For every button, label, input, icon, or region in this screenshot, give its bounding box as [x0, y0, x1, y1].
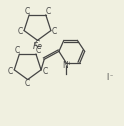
Text: C: C [25, 79, 30, 88]
Text: Fe: Fe [32, 42, 43, 51]
Text: C: C [15, 46, 20, 55]
Text: N: N [62, 61, 68, 70]
Text: I: I [106, 73, 108, 82]
Text: C: C [24, 7, 30, 16]
Text: C: C [42, 67, 47, 75]
Text: +: + [66, 61, 71, 66]
Text: C: C [35, 40, 40, 49]
Text: –: – [109, 73, 112, 78]
Text: C: C [8, 67, 13, 75]
Text: C: C [52, 27, 57, 36]
Text: C: C [46, 7, 51, 16]
Text: C: C [18, 27, 23, 36]
Text: C: C [36, 46, 41, 55]
